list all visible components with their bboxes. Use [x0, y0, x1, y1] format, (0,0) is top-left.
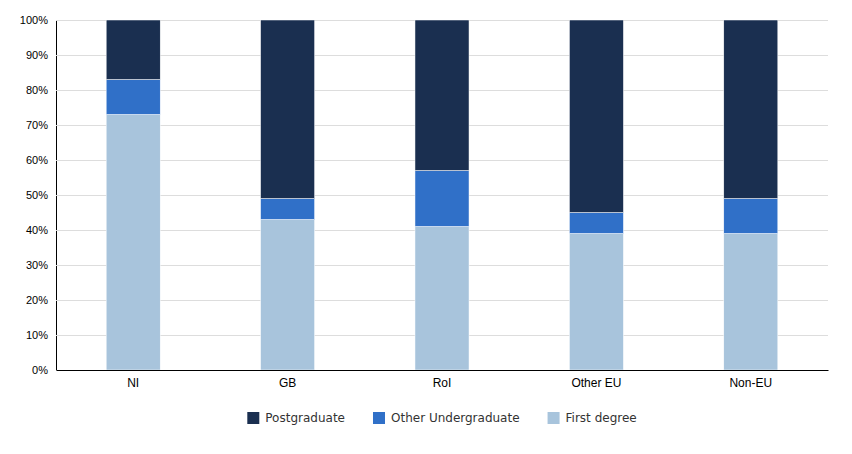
- x-tick: Other EU: [571, 376, 621, 390]
- x-tick: RoI: [433, 376, 452, 390]
- bar-segment: [106, 20, 160, 80]
- bar-segment: [569, 20, 623, 213]
- bar-segment: [261, 220, 315, 371]
- x-axis-line: [57, 370, 829, 371]
- bar-segment: [261, 199, 315, 220]
- legend-item: Postgraduate: [247, 411, 345, 425]
- chart: 0% 10% 20% 30% 40% 50% 60% 70% 80% 90% 100% NI GB RoI…: [0, 0, 852, 454]
- bar-segment: [415, 227, 469, 371]
- y-axis-line: [57, 21, 829, 371]
- legend-swatch: [373, 412, 385, 424]
- y-axis: 0% 10% 20% 30% 40% 50% 60% 70% 80% 90% 100%: [20, 14, 828, 376]
- bar-segment: [415, 20, 469, 171]
- x-tick-label: RoI: [433, 376, 452, 390]
- x-tick: Non-EU: [729, 376, 772, 390]
- y-tick-label: 100%: [20, 14, 48, 26]
- y-tick-label: 90%: [26, 49, 48, 61]
- bar-segment: [569, 234, 623, 371]
- legend-label: Postgraduate: [265, 411, 345, 425]
- bar-segment: [724, 234, 778, 371]
- y-tick-label: 10%: [26, 329, 48, 341]
- bar-segment: [415, 171, 469, 227]
- bars: [106, 20, 778, 370]
- legend-item: First degree: [548, 411, 637, 425]
- y-tick-label: 70%: [26, 119, 48, 131]
- y-tick-label: 60%: [26, 154, 48, 166]
- grid-line: [56, 370, 828, 371]
- x-axis: NI GB RoI Other EU Non-EU: [57, 371, 829, 390]
- legend-label: Other Undergraduate: [391, 411, 520, 425]
- x-tick-label: NI: [127, 376, 139, 390]
- y-tick-label: 50%: [26, 189, 48, 201]
- y-tick-label: 30%: [26, 259, 48, 271]
- y-tick-label: 0%: [32, 364, 48, 376]
- x-tick-label: Non-EU: [729, 376, 772, 390]
- bar-segment: [569, 213, 623, 234]
- legend: Postgraduate Other Undergraduate First deg…: [247, 411, 636, 425]
- legend-item: Other Undergraduate: [373, 411, 520, 425]
- plot: 0% 10% 20% 30% 40% 50% 60% 70% 80% 90% 100% NI GB RoI…: [20, 14, 829, 390]
- legend-label: First degree: [566, 411, 637, 425]
- x-tick-label: Other EU: [571, 376, 621, 390]
- legend-swatch: [247, 412, 259, 424]
- x-tick: GB: [279, 376, 296, 390]
- bar-segment: [261, 20, 315, 199]
- bar-segment: [724, 20, 778, 199]
- bar-segment: [106, 115, 160, 371]
- y-tick-label: 20%: [26, 294, 48, 306]
- y-tick-label: 40%: [26, 224, 48, 236]
- y-tick-label: 80%: [26, 84, 48, 96]
- legend-swatch: [548, 412, 560, 424]
- x-tick-label: GB: [279, 376, 296, 390]
- x-tick: NI: [127, 376, 139, 390]
- bar-segment: [724, 199, 778, 234]
- series: [106, 20, 778, 213]
- bar-segment: [106, 80, 160, 115]
